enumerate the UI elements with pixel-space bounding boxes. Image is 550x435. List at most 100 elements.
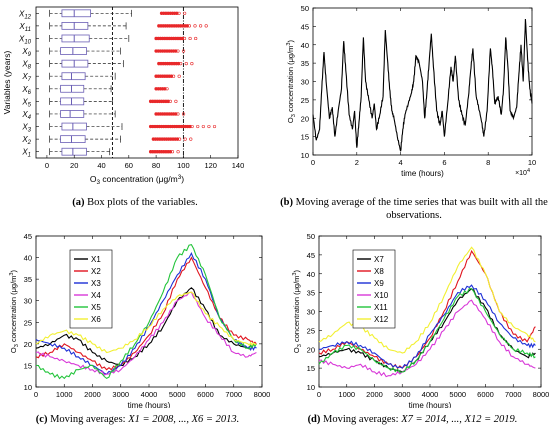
outlier-point	[177, 137, 182, 141]
series-line-X6	[35, 291, 257, 354]
y-tick-label: 10	[24, 383, 32, 392]
legend-label: X4	[91, 291, 101, 300]
x-tick-label: 3000	[112, 390, 129, 399]
x-tick-label: 7000	[225, 390, 242, 399]
x-tick-label: 40	[97, 161, 105, 170]
caption-d-text: Moving averages:	[323, 414, 402, 425]
x-tick-label: 8000	[533, 390, 550, 399]
outlier-point	[166, 99, 170, 104]
x-tick-label: 8	[486, 158, 490, 167]
y-tick-label: 15	[307, 364, 315, 373]
box	[60, 84, 85, 93]
caption-d-math: X7 = 2014, ..., X12 = 2019.	[401, 414, 518, 425]
outlier-point	[182, 36, 187, 41]
series-line-X10	[318, 299, 536, 378]
x-tick-label: 6000	[197, 390, 214, 399]
timeseries-chart: 0 2 4 6 8 10 10 15 20 25 30 35 40 45 50 ×104 time (hours…	[286, 4, 536, 178]
y-axis-label: Variables (years)	[2, 51, 12, 115]
y-tick-label: X7	[21, 72, 31, 83]
outlier-point	[185, 24, 189, 28]
x-axis-label: O3 concentration (μg/m3)	[90, 174, 184, 185]
x-tick-label: 2000	[366, 390, 383, 399]
outlier-point	[188, 124, 192, 129]
caption-a-label: (a)	[72, 197, 85, 208]
y-tick-label: 25	[301, 96, 309, 105]
panel-d: 0 1000 2000 3000 4000 5000 6000 7000 8000 10 15 20 2…	[275, 228, 550, 410]
outlier-point	[169, 74, 174, 78]
caption-b: (b) Moving average of the time series th…	[280, 196, 548, 222]
y-tick-label: 40	[307, 270, 315, 279]
series-line-X9	[319, 284, 536, 369]
y-tick-label: 45	[307, 251, 315, 260]
x-tick-label: 5000	[169, 390, 186, 399]
outlier-point	[187, 24, 192, 28]
x-tick-label: 60	[125, 161, 133, 170]
y-tick-label: X3	[21, 123, 31, 134]
outlier-point	[190, 124, 194, 129]
x-tick-label: 4000	[141, 390, 158, 399]
plot-frame	[35, 6, 239, 159]
y-tick-label: 25	[24, 318, 32, 327]
caption-c-math: X1 = 2008, ..., X6 = 2013.	[128, 414, 240, 425]
y-tick-label: 50	[307, 232, 315, 241]
outlier-point	[176, 150, 180, 154]
outlier-point	[171, 74, 176, 78]
y-tick-label: 50	[301, 4, 309, 13]
caption-c-text: Moving averages:	[50, 414, 129, 425]
caption-b-text: Moving average of the time series that w…	[295, 197, 548, 221]
outlier-point	[163, 87, 167, 91]
y-tick-label: 30	[307, 308, 315, 317]
outlier-point	[190, 62, 194, 66]
x-tick-label: 120	[204, 161, 217, 170]
outlier-point	[184, 62, 188, 66]
x-tick-label: 2	[355, 158, 359, 167]
x-tick-label: 0	[317, 390, 321, 399]
box	[60, 110, 85, 118]
moving-average-2014-2019-chart: 0 1000 2000 3000 4000 5000 6000 7000 8000 10 15 20 2…	[292, 232, 550, 410]
y-tick-label: X4	[21, 110, 31, 121]
legend-label: X6	[91, 315, 101, 324]
legend-label: X11	[374, 303, 388, 312]
y-tick-label: 10	[307, 383, 315, 392]
caption-b-label: (b)	[280, 197, 293, 208]
outlier-point	[177, 11, 181, 15]
legend-label: X2	[91, 267, 101, 276]
x-tick-label: 6	[442, 158, 446, 167]
y-tick-label: X2	[21, 135, 31, 146]
legend-label: X7	[374, 255, 384, 264]
x-tick-label: 1000	[338, 390, 355, 399]
legend-box	[69, 249, 113, 329]
y-tick-label: X5	[21, 97, 31, 108]
y-tick-label: 10	[301, 151, 309, 160]
y-axis-label: O3 concentration (μg/m3)	[292, 269, 303, 353]
legend-label: X9	[374, 279, 384, 288]
outlier-point	[168, 150, 173, 154]
outlier-point	[179, 62, 183, 66]
legend-label: X12	[374, 315, 389, 324]
caption-a-text: Box plots of the variables.	[87, 197, 198, 208]
y-tick-label: X12	[18, 9, 32, 20]
x-tick-label: 0	[34, 390, 38, 399]
x-tick-label: 10	[528, 158, 536, 167]
x-tick-label: 7000	[505, 390, 522, 399]
caption-d-label: (d)	[307, 414, 321, 425]
box	[60, 47, 87, 55]
outlier-point	[181, 49, 186, 53]
series-line-X8	[318, 249, 536, 370]
legend-label: X1	[91, 255, 101, 264]
outlier-point	[193, 24, 197, 28]
box	[61, 147, 87, 156]
x-tick-label: 4000	[422, 390, 439, 399]
outlier-point	[174, 49, 178, 53]
y-tick-label: X8	[21, 60, 31, 71]
y-tick-label: 40	[301, 41, 309, 50]
series-line-series	[312, 18, 533, 152]
y-tick-label: 25	[307, 326, 315, 335]
x-tick-label: 0	[45, 161, 49, 170]
outlier-point	[196, 124, 200, 129]
x-tick-label: 5000	[449, 390, 466, 399]
outlier-point	[204, 24, 208, 28]
box	[61, 72, 86, 81]
x-tick-label: 6000	[477, 390, 494, 399]
panel-a: X1 X2 X3 X4 X5 X6 X7 X8 X9 X10 X11 X12 0 20 40 60 80 100 1…	[0, 0, 270, 186]
